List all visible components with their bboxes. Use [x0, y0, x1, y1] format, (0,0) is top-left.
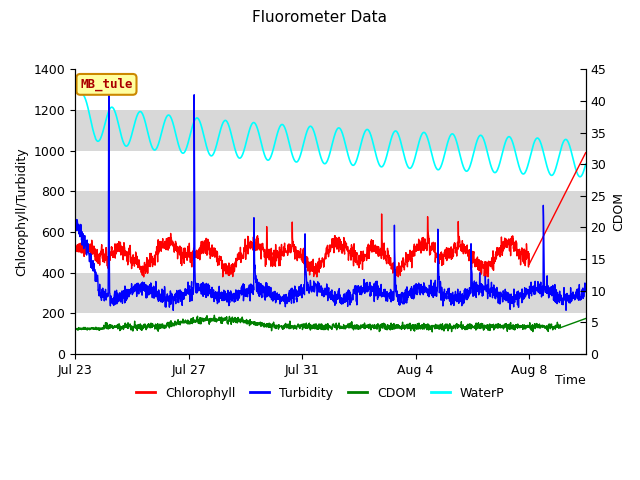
Bar: [75, 69, 586, 110]
Bar: [75, 313, 586, 354]
Bar: [75, 151, 586, 192]
Text: MB_tule: MB_tule: [80, 78, 132, 91]
Y-axis label: CDOM: CDOM: [612, 192, 625, 231]
Bar: [75, 192, 586, 232]
Bar: [75, 232, 586, 273]
Text: Fluorometer Data: Fluorometer Data: [253, 10, 387, 24]
Text: Time: Time: [555, 374, 586, 387]
Y-axis label: Chlorophyll/Turbidity: Chlorophyll/Turbidity: [15, 147, 28, 276]
Bar: [75, 110, 586, 151]
Bar: [75, 273, 586, 313]
Legend: Chlorophyll, Turbidity, CDOM, WaterP: Chlorophyll, Turbidity, CDOM, WaterP: [131, 382, 509, 405]
